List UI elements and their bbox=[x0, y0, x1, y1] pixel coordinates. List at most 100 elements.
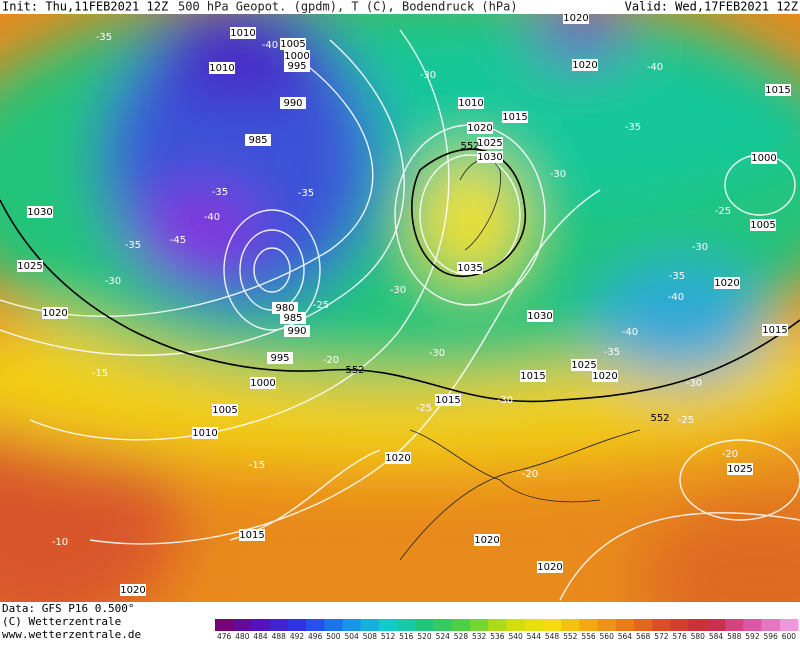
pressure-label: 1020 bbox=[467, 123, 492, 134]
pressure-label-bg bbox=[267, 352, 293, 364]
legend-label: 484 bbox=[253, 632, 268, 641]
map-title: 500 hPa Geopot. (gpdm), T (C), Bodendruc… bbox=[178, 0, 518, 14]
legend-label: 512 bbox=[381, 632, 396, 641]
pressure-label: 1035 bbox=[457, 263, 482, 274]
legend-swatch bbox=[743, 619, 763, 631]
geopotential-label: 552 bbox=[345, 365, 364, 376]
pressure-label-bg bbox=[527, 310, 553, 322]
temperature-label: -35 bbox=[604, 347, 620, 358]
pressure-label: 1025 bbox=[571, 360, 596, 371]
legend-swatch bbox=[652, 619, 671, 631]
legend-swatch bbox=[615, 619, 635, 631]
legend-label: 560 bbox=[600, 632, 615, 641]
legend-label: 492 bbox=[290, 632, 305, 641]
temperature-label: -25 bbox=[416, 403, 432, 414]
pressure-label: 1000 bbox=[284, 51, 309, 62]
pressure-label-bg bbox=[280, 97, 306, 109]
legend-swatch bbox=[725, 619, 744, 631]
pressure-label-bg bbox=[250, 377, 276, 389]
pressure-label: 1025 bbox=[727, 464, 752, 475]
legend-swatch bbox=[287, 619, 307, 631]
legend-swatch bbox=[451, 619, 471, 631]
temperature-label: -25 bbox=[678, 415, 694, 426]
legend-label: 480 bbox=[235, 632, 250, 641]
pressure-label-bg bbox=[750, 219, 776, 231]
pressure-label-bg bbox=[435, 394, 461, 406]
pressure-label: 1015 bbox=[520, 371, 545, 382]
legend-label: 572 bbox=[654, 632, 669, 641]
pressure-label: 1000 bbox=[751, 153, 776, 164]
legend-swatch bbox=[506, 619, 526, 631]
temperature-label: -40 bbox=[204, 212, 220, 223]
pressure-label: 1030 bbox=[477, 152, 502, 163]
legend-swatch bbox=[269, 619, 289, 631]
temperature-label: -30 bbox=[686, 378, 702, 389]
pressure-label: 1025 bbox=[17, 261, 42, 272]
legend-swatch bbox=[397, 619, 416, 631]
legend-swatch bbox=[706, 619, 726, 631]
pressure-label: 1015 bbox=[762, 325, 787, 336]
pressure-label-bg bbox=[192, 427, 218, 439]
pressure-label-bg bbox=[571, 359, 597, 371]
pressure-label: 1010 bbox=[209, 63, 234, 74]
legend-swatch bbox=[360, 619, 380, 631]
pressure-label-bg bbox=[537, 561, 563, 573]
pressure-label: 990 bbox=[283, 98, 302, 109]
legend-swatch bbox=[779, 619, 799, 631]
pressure-label-bg bbox=[572, 59, 598, 71]
pressure-label-bg bbox=[467, 122, 493, 134]
legend-swatch bbox=[378, 619, 398, 631]
temperature-label: -35 bbox=[669, 271, 685, 282]
legend-label: 540 bbox=[508, 632, 523, 641]
pressure-label: 1020 bbox=[385, 453, 410, 464]
legend-swatch bbox=[488, 619, 507, 631]
temperature-label: -40 bbox=[262, 40, 278, 51]
legend-label: 508 bbox=[363, 632, 378, 641]
pressure-label: 1015 bbox=[765, 85, 790, 96]
pressure-label: 1015 bbox=[502, 112, 527, 123]
legend-label: 564 bbox=[618, 632, 633, 641]
pressure-label-bg bbox=[245, 134, 271, 146]
pressure-label-bg bbox=[457, 262, 483, 274]
legend-label: 588 bbox=[727, 632, 742, 641]
pressure-label-bg bbox=[592, 370, 618, 382]
pressure-label-bg bbox=[474, 534, 500, 546]
legend-swatch bbox=[688, 619, 708, 631]
legend-swatch bbox=[542, 619, 562, 631]
temperature-label: -40 bbox=[668, 292, 684, 303]
legend-label: 532 bbox=[472, 632, 487, 641]
pressure-label-bg bbox=[209, 62, 235, 74]
pressure-label-bg bbox=[477, 151, 503, 163]
pressure-label: 1015 bbox=[435, 395, 460, 406]
temperature-label: -40 bbox=[622, 327, 638, 338]
pressure-label: 1020 bbox=[42, 308, 67, 319]
pressure-label-bg bbox=[284, 50, 310, 62]
temperature-label: -45 bbox=[170, 235, 186, 246]
pressure-label-bg bbox=[385, 452, 411, 464]
legend-swatch bbox=[215, 619, 234, 631]
temperature-label: -15 bbox=[249, 460, 265, 471]
legend-label: 516 bbox=[399, 632, 414, 641]
pressure-label: 1020 bbox=[563, 13, 588, 24]
pressure-label: 1015 bbox=[239, 530, 264, 541]
legend-label: 476 bbox=[217, 632, 232, 641]
temperature-label: -15 bbox=[92, 368, 108, 379]
pressure-label: 980 bbox=[275, 303, 294, 314]
legend-swatch bbox=[597, 619, 617, 631]
pressure-label: 1020 bbox=[537, 562, 562, 573]
pressure-label-bg bbox=[502, 111, 528, 123]
legend-label: 536 bbox=[490, 632, 505, 641]
pressure-label-bg bbox=[762, 324, 788, 336]
pressure-label: 1005 bbox=[280, 39, 305, 50]
pressure-label-bg bbox=[120, 584, 146, 596]
legend-label: 552 bbox=[563, 632, 578, 641]
temperature-label: -30 bbox=[420, 70, 436, 81]
legend-label: 524 bbox=[436, 632, 451, 641]
pressure-label: 1000 bbox=[250, 378, 275, 389]
pressure-label-bg bbox=[284, 325, 310, 337]
pressure-label: 985 bbox=[248, 135, 267, 146]
temperature-label: -40 bbox=[647, 62, 663, 73]
legend-label: 496 bbox=[308, 632, 323, 641]
